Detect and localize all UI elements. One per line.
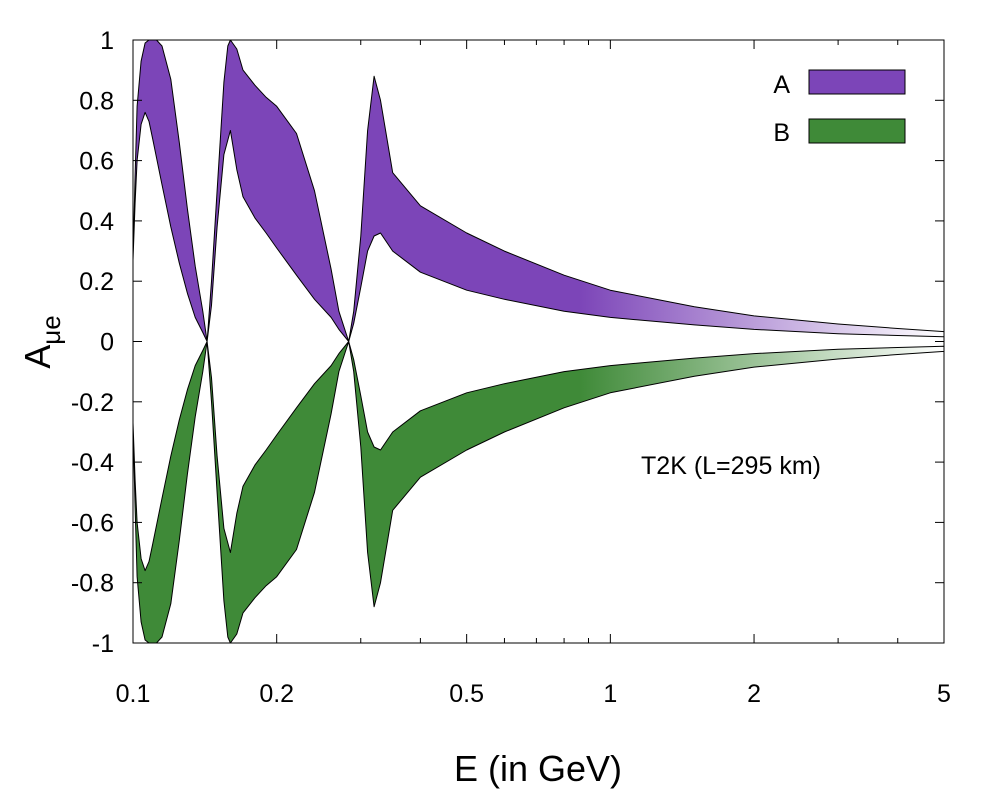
x-tick-label: 0.1 xyxy=(116,680,151,708)
y-tick-label: -0.4 xyxy=(71,449,114,477)
y-tick-label: -0.2 xyxy=(71,389,114,417)
y-axis-title-main: A xyxy=(17,345,58,369)
y-tick-label: 0.6 xyxy=(79,148,114,176)
legend-swatch-a xyxy=(808,69,906,95)
band-a xyxy=(133,40,944,342)
x-tick-label: 1 xyxy=(603,680,617,708)
y-tick-label: 0.8 xyxy=(79,87,114,115)
y-tick-label: 0.4 xyxy=(79,208,114,236)
x-tick-label: 2 xyxy=(747,680,761,708)
y-axis-title-subscript: μe xyxy=(36,315,66,344)
y-axis-title: Aμe xyxy=(17,315,66,368)
bands xyxy=(133,40,944,643)
annotation-t2k: T2K (L=295 km) xyxy=(641,452,821,480)
legend-swatch-b xyxy=(808,118,906,144)
y-tick-label: -1 xyxy=(92,630,114,658)
y-tick-label: -0.6 xyxy=(71,509,114,537)
y-tick-label: -0.8 xyxy=(71,570,114,598)
tick-labels: 0.1 0.2 0.5 1 2 5 1 0.8 0.6 0.4 0.2 0 -0.2 -0.4 -0.6 -0… xyxy=(71,27,951,708)
legend-label-a: A xyxy=(773,71,790,99)
y-tick-label: 0 xyxy=(100,329,114,357)
y-tick-label: 0.2 xyxy=(79,268,114,296)
x-tick-label: 0.5 xyxy=(449,680,484,708)
x-tick-label: 5 xyxy=(937,680,951,708)
legend-label-b: B xyxy=(773,119,790,147)
y-tick-label: 1 xyxy=(100,27,114,55)
x-tick-label: 0.2 xyxy=(259,680,294,708)
band-b xyxy=(133,341,944,643)
tick-marks xyxy=(132,39,945,644)
legend: A B xyxy=(773,69,906,147)
x-axis-title: E (in GeV) xyxy=(454,748,622,789)
